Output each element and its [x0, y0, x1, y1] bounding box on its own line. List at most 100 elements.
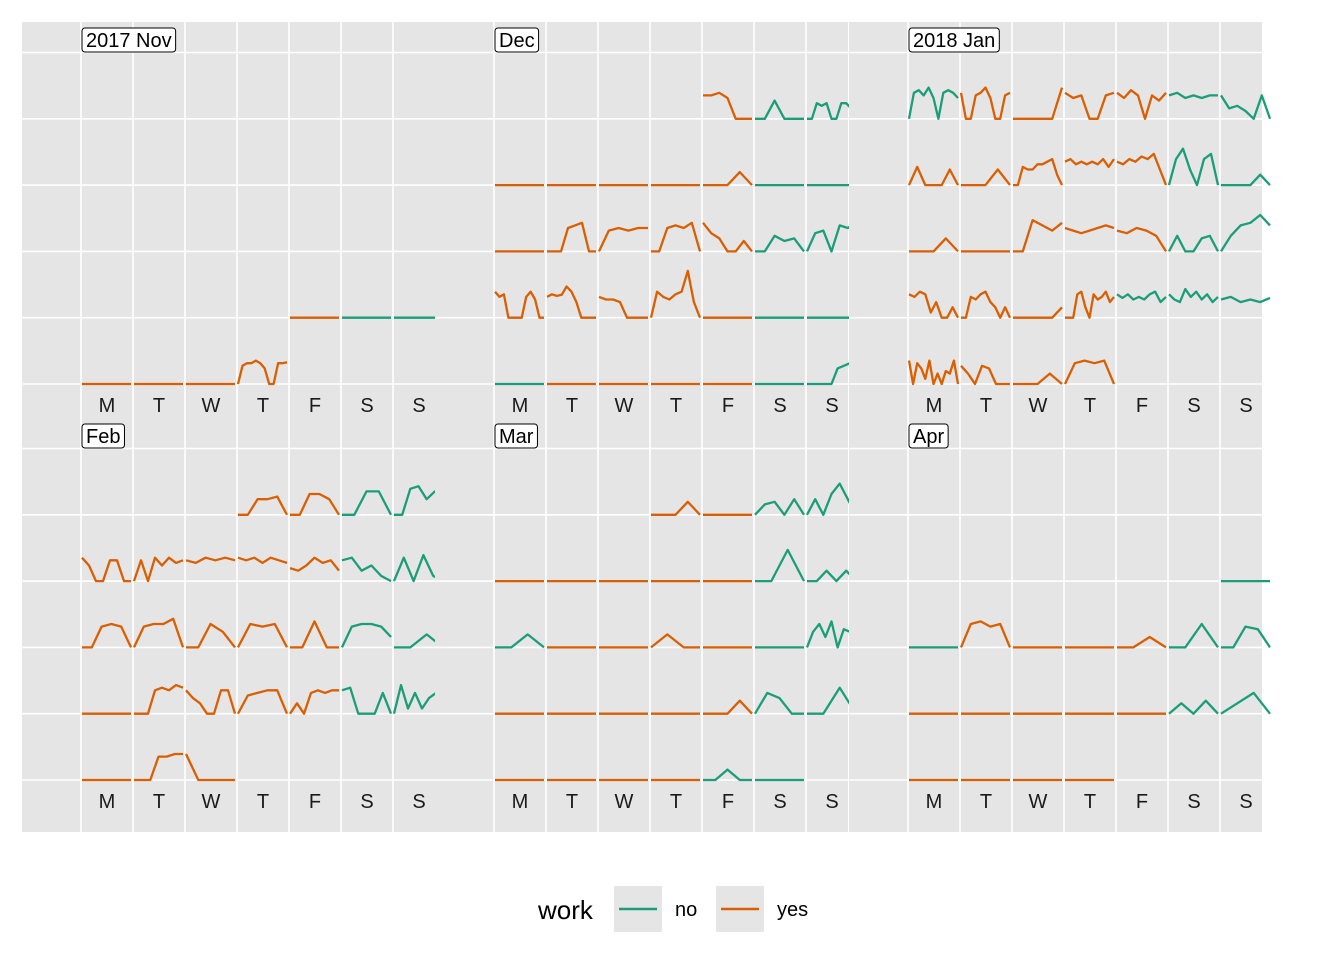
- weekday-label: F: [309, 395, 321, 417]
- month-label-frame: [908, 27, 1000, 53]
- weekday-label: T: [980, 791, 992, 813]
- month-label-box: 2017 Nov: [81, 27, 177, 53]
- day-line-yes: [703, 170, 753, 187]
- weekday-label: W: [202, 395, 221, 417]
- facet-4: M T W T F S S Mar: [435, 418, 859, 832]
- day-line-yes: [649, 269, 702, 319]
- day-line-no: [755, 548, 806, 583]
- day-line-yes: [597, 226, 648, 252]
- day-line-yes: [289, 556, 340, 572]
- day-line-no: [341, 556, 392, 583]
- day-line-no: [807, 569, 857, 583]
- day-line-no: [755, 234, 805, 253]
- day-line-yes: [132, 617, 185, 648]
- month-label: 2018 Jan: [913, 30, 995, 52]
- day-line-yes: [1013, 306, 1063, 319]
- month-label: Feb: [86, 426, 120, 448]
- day-line-yes: [546, 285, 596, 319]
- day-line-yes: [134, 683, 184, 715]
- day-line-yes: [82, 622, 133, 649]
- month-label-box: Dec: [494, 27, 540, 53]
- month-label: Dec: [499, 30, 535, 52]
- month-label-frame: [494, 27, 540, 53]
- weekday-label: T: [257, 395, 269, 417]
- day-line-no: [754, 498, 805, 516]
- weekday-label: S: [360, 791, 373, 813]
- weekday-label: M: [512, 395, 529, 417]
- weekday-label: W: [1029, 395, 1048, 417]
- day-line-no: [394, 633, 444, 649]
- day-line-no: [1168, 287, 1219, 304]
- day-line-no: [1220, 691, 1271, 715]
- weekday-label: F: [1136, 791, 1148, 813]
- day-line-yes: [703, 699, 753, 715]
- weekday-label: T: [1084, 395, 1096, 417]
- day-line-no: [1221, 173, 1271, 187]
- day-line-yes: [1065, 290, 1115, 319]
- day-line-yes: [81, 556, 131, 583]
- facet-0: M T W T F S S 2017 Nov: [22, 22, 446, 436]
- legend-label-no: no: [675, 899, 697, 921]
- weekday-label: M: [99, 395, 116, 417]
- day-line-yes: [703, 91, 752, 120]
- day-line-yes: [959, 86, 1011, 120]
- day-line-yes: [1116, 89, 1167, 120]
- month-label-box: Apr: [908, 423, 949, 449]
- weekday-label: T: [670, 791, 682, 813]
- weekday-label: S: [1239, 791, 1252, 813]
- day-line-yes: [702, 222, 753, 253]
- day-line-no: [805, 482, 858, 516]
- day-line-yes: [959, 620, 1012, 648]
- weekday-label: T: [566, 791, 578, 813]
- weekday-label: S: [773, 395, 786, 417]
- month-label-frame: [81, 423, 125, 449]
- day-line-yes: [236, 622, 289, 648]
- weekday-label: M: [99, 791, 116, 813]
- day-line-yes: [494, 290, 544, 319]
- month-label-frame: [81, 27, 177, 53]
- weekday-label: S: [412, 395, 425, 417]
- month-label-box: 2018 Jan: [908, 27, 1000, 53]
- day-line-yes: [1064, 91, 1115, 120]
- day-line-no: [1168, 699, 1219, 715]
- facet-1: M T W T F S S Dec: [435, 22, 859, 436]
- weekday-label: S: [1239, 395, 1252, 417]
- legend-title: work: [537, 895, 594, 925]
- day-line-yes: [908, 290, 960, 319]
- month-label-frame: [494, 423, 538, 449]
- weekday-label: T: [153, 395, 165, 417]
- day-line-no: [340, 622, 392, 648]
- day-line-yes: [1116, 226, 1167, 253]
- day-line-no: [805, 221, 857, 253]
- month-label: Apr: [913, 426, 944, 448]
- day-line-yes: [1013, 157, 1064, 187]
- day-line-yes: [961, 290, 1012, 319]
- day-line-yes: [236, 359, 288, 386]
- day-line-no: [495, 633, 545, 649]
- day-line-yes: [961, 168, 1011, 187]
- weekday-label: M: [926, 395, 943, 417]
- weekday-label: W: [202, 791, 221, 813]
- day-line-no: [807, 686, 857, 715]
- month-label-frame: [908, 423, 949, 449]
- weekday-label: S: [360, 395, 373, 417]
- day-line-no: [755, 99, 804, 120]
- day-line-yes: [960, 364, 1010, 386]
- weekday-label: S: [773, 791, 786, 813]
- weekday-label: F: [1136, 395, 1148, 417]
- month-label-box: Feb: [81, 423, 125, 449]
- day-line-no: [907, 86, 959, 120]
- day-line-no: [1221, 625, 1271, 649]
- weekday-label: T: [257, 791, 269, 813]
- weekday-label: T: [566, 395, 578, 417]
- day-line-no: [1169, 622, 1219, 649]
- day-line-yes: [547, 221, 596, 253]
- day-line-yes: [290, 492, 340, 516]
- weekday-label: S: [412, 791, 425, 813]
- month-label-box: Mar: [494, 423, 538, 449]
- day-line-yes: [1117, 635, 1167, 649]
- day-line-no: [392, 553, 444, 583]
- day-line-yes: [1116, 152, 1168, 186]
- day-line-yes: [909, 237, 959, 253]
